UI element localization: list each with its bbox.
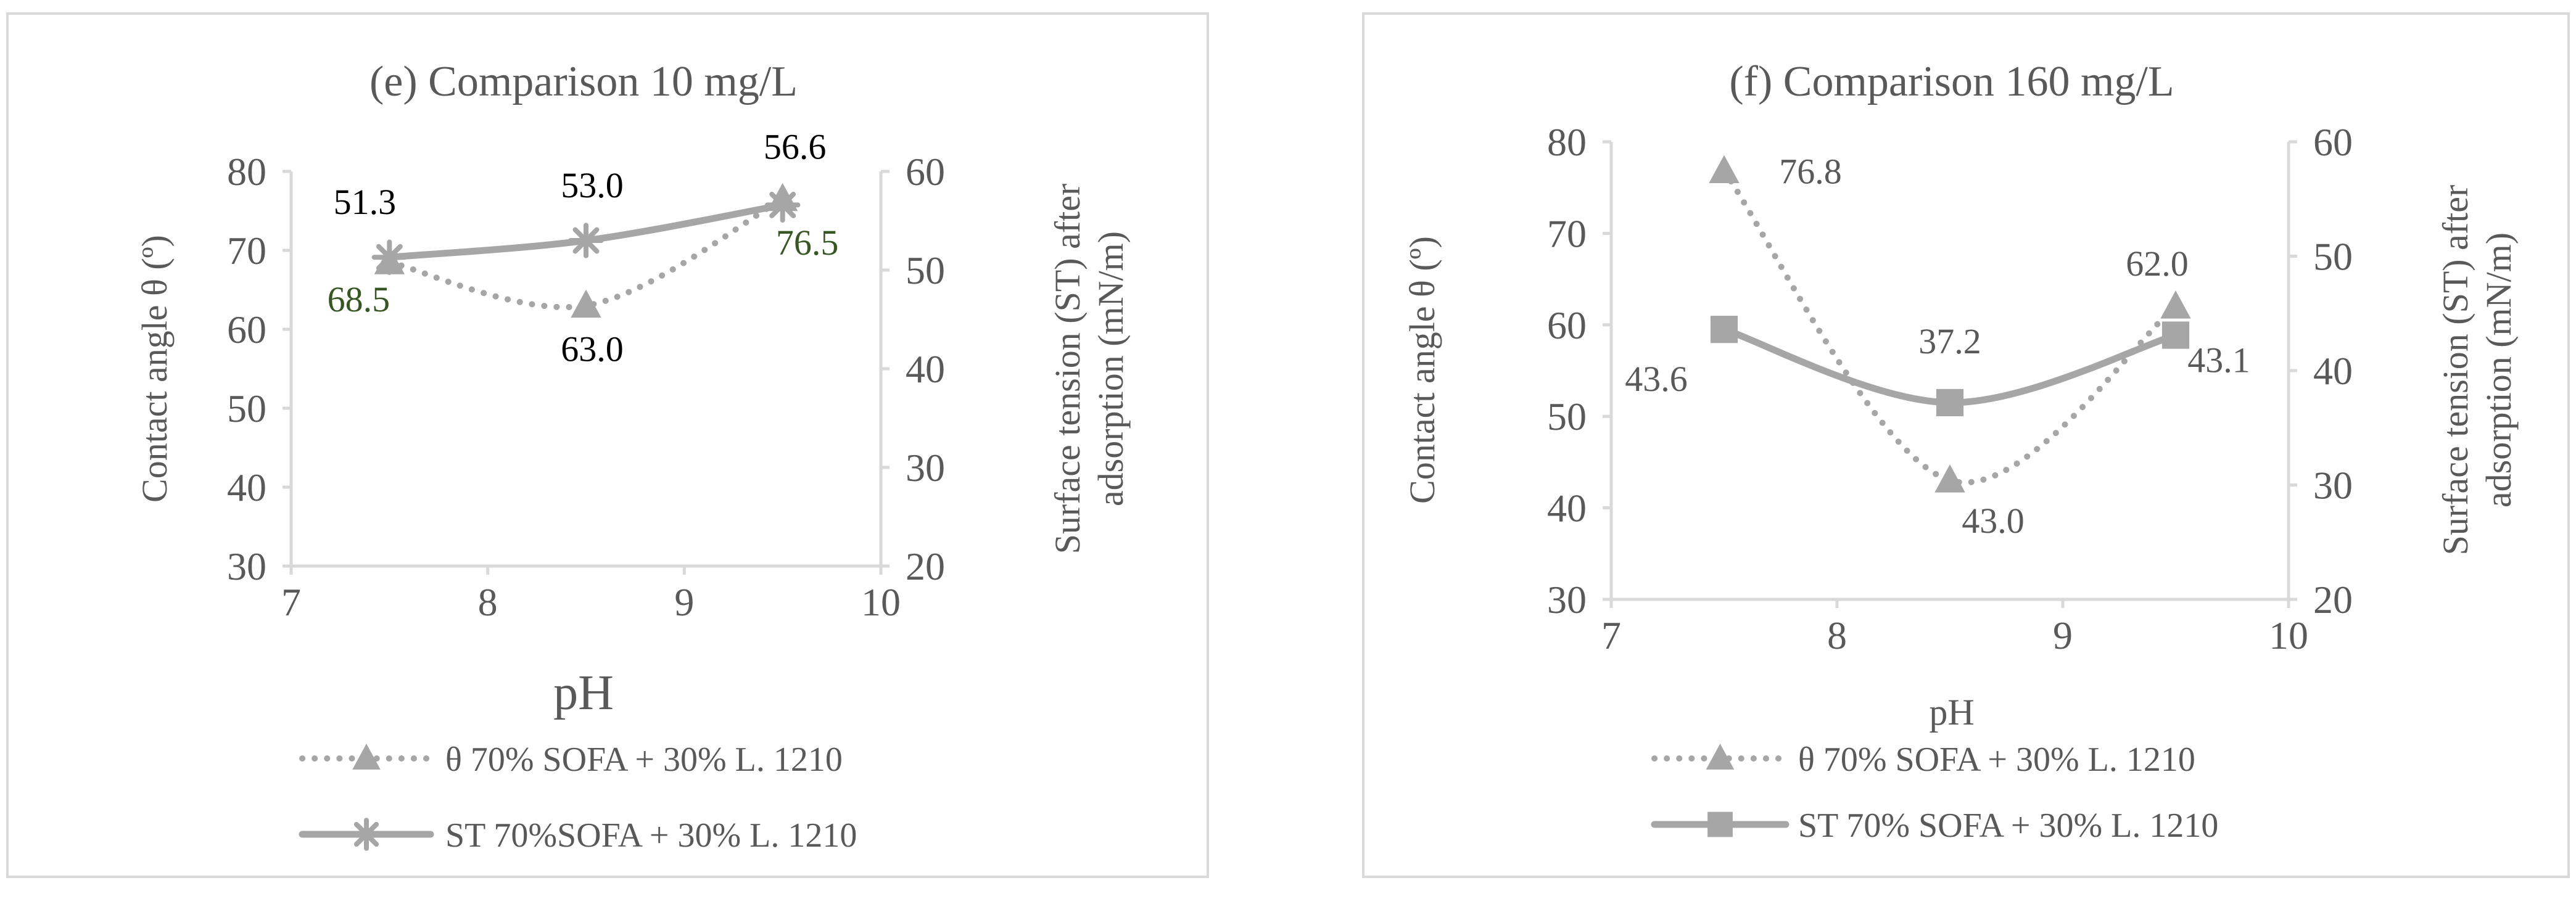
data-point-0-1-shape xyxy=(1934,464,1965,493)
x-tick-label: 9 xyxy=(2053,614,2073,657)
data-point-1-1-ray xyxy=(572,227,600,254)
chart-title: (e) Comparison 10 mg/L xyxy=(369,58,798,105)
data-point-0-2 xyxy=(2160,290,2191,319)
x-tick-label: 7 xyxy=(1601,614,1621,657)
legend-entry: θ 70% SOFA + 30% L. 1210 xyxy=(1798,741,2195,779)
chart-panel-e: (e) Comparison 10 mg/L 7 8 9 10 30 40 50 60 70 80 2… xyxy=(6,12,1209,878)
legend-entry: ST 70%SOFA + 30% L. 1210 xyxy=(445,816,857,855)
data-label: 53.0 xyxy=(561,165,624,205)
y2-axis-label: adsorption (mN/m) xyxy=(2479,232,2519,507)
y-tick-label: 60 xyxy=(1547,303,1587,347)
data-point-0-0 xyxy=(1709,155,1740,183)
y2-tick-label: 20 xyxy=(2313,578,2353,622)
y2-tick-label: 50 xyxy=(906,249,945,292)
y2-axis-label: adsorption (mN/m) xyxy=(1091,231,1131,506)
panel-frame xyxy=(6,12,1209,878)
data-point-1-1-shape xyxy=(1936,388,1964,417)
y-tick-label: 70 xyxy=(227,229,266,273)
data-point-1-0 xyxy=(1710,316,1738,343)
data-point-1-2 xyxy=(2161,321,2190,349)
x-tick-label: 10 xyxy=(2269,614,2308,657)
x-tick-label: 8 xyxy=(478,580,498,624)
data-label: 37.2 xyxy=(1918,321,1981,361)
x-tick-label: 9 xyxy=(674,580,694,624)
data-label: 51.3 xyxy=(334,182,397,222)
series-line-0 xyxy=(386,195,786,311)
legend-marker-0-shape xyxy=(352,744,381,770)
legend-marker-0 xyxy=(1706,744,1735,770)
legend-marker-0 xyxy=(352,744,381,770)
y-tick-label: 60 xyxy=(227,308,266,351)
data-label: 63.0 xyxy=(561,329,624,369)
data-label: 68.5 xyxy=(328,279,390,319)
y-tick-label: 80 xyxy=(227,150,266,194)
legend-marker-1-ray xyxy=(353,821,379,847)
legend-entry: θ 70% SOFA + 30% L. 1210 xyxy=(445,741,843,779)
y2-axis-label: Surface tension (ST) after xyxy=(2435,185,2475,556)
data-point-1-1 xyxy=(1936,388,1964,417)
x-tick-label: 7 xyxy=(281,580,301,624)
data-point-0-1 xyxy=(571,289,601,318)
data-point-1-0 xyxy=(371,239,408,275)
y-tick-label: 30 xyxy=(227,544,266,588)
data-point-1-2-ray xyxy=(769,191,796,218)
chart-panel-f: (f) Comparison 160 mg/L 7 8 9 10 30 40 50 60 70 80… xyxy=(1362,12,2570,878)
x-axis-label: pH xyxy=(553,666,614,720)
x-tick-label: 8 xyxy=(1827,614,1847,657)
y2-tick-label: 60 xyxy=(906,150,945,194)
data-label: 62.0 xyxy=(2126,244,2189,284)
y-tick-label: 40 xyxy=(227,466,266,509)
data-point-0-1 xyxy=(1934,464,1965,493)
data-point-0-2-shape xyxy=(2160,290,2191,319)
y2-tick-label: 20 xyxy=(906,544,945,588)
legend-marker-1 xyxy=(350,818,383,851)
y-axis-label: Contact angle θ (º) xyxy=(134,235,175,503)
data-point-0-0-shape xyxy=(1709,155,1740,183)
data-label: 76.8 xyxy=(1779,151,1842,191)
data-label: 43.6 xyxy=(1625,359,1688,399)
data-point-1-0-ray xyxy=(376,244,403,271)
y-axis-label: Contact angle θ (º) xyxy=(1402,236,1442,504)
chart-title: (f) Comparison 160 mg/L xyxy=(1729,58,2174,105)
x-axis-label: pH xyxy=(1929,692,1974,733)
y-tick-label: 70 xyxy=(1547,212,1587,255)
legend-marker-0-shape xyxy=(1706,744,1735,770)
y2-tick-label: 40 xyxy=(906,347,945,391)
y2-tick-label: 40 xyxy=(2313,349,2353,393)
y-tick-label: 50 xyxy=(1547,395,1587,438)
data-point-1-2 xyxy=(764,187,801,223)
y2-tick-label: 60 xyxy=(2313,120,2353,164)
data-point-0-1-shape xyxy=(571,289,601,318)
data-point-1-0-shape xyxy=(1710,316,1738,343)
data-label: 43.1 xyxy=(2187,340,2250,380)
y2-axis-label: Surface tension (ST) after xyxy=(1047,184,1088,554)
y2-tick-label: 30 xyxy=(2313,464,2353,507)
y-tick-label: 50 xyxy=(227,387,266,430)
data-point-1-2-shape xyxy=(2161,321,2190,349)
x-tick-label: 10 xyxy=(861,580,901,624)
legend-marker-1 xyxy=(1707,811,1733,837)
data-label: 56.6 xyxy=(764,126,827,166)
panel-frame xyxy=(1362,12,2570,878)
data-label: 76.5 xyxy=(776,223,839,263)
y2-tick-label: 50 xyxy=(2313,235,2353,279)
y-tick-label: 80 xyxy=(1547,120,1587,164)
y-tick-label: 40 xyxy=(1547,487,1587,530)
legend-entry: ST 70% SOFA + 30% L. 1210 xyxy=(1798,807,2218,845)
y-tick-label: 30 xyxy=(1547,578,1587,622)
data-label: 43.0 xyxy=(1962,501,2025,541)
legend-marker-1-shape xyxy=(1707,811,1733,837)
y2-tick-label: 30 xyxy=(906,446,945,490)
data-point-1-1 xyxy=(568,223,604,258)
